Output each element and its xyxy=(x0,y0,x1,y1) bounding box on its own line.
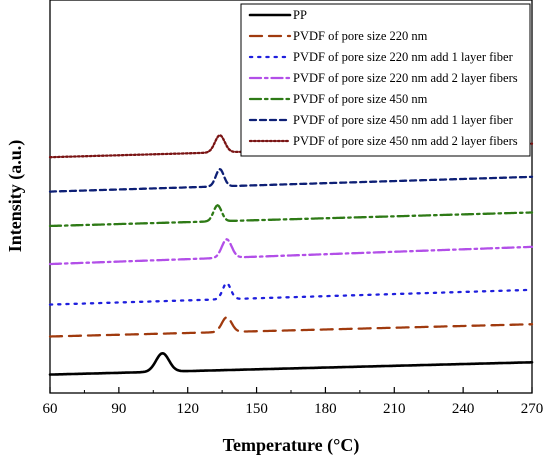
series-line-5 xyxy=(48,203,534,228)
x-tick-label-60: 60 xyxy=(43,401,58,417)
series-line-6 xyxy=(48,167,534,193)
x-tick-label-240: 240 xyxy=(452,401,475,417)
x-tick-label-120: 120 xyxy=(176,401,199,417)
x-tick-label-90: 90 xyxy=(111,401,126,417)
series-curves xyxy=(48,133,534,376)
x-axis-ticks xyxy=(49,387,533,393)
legend-label-7: PVDF of pore size 450 nm add 2 layer fib… xyxy=(293,134,518,148)
legend-label-6: PVDF of pore size 450 nm add 1 layer fib… xyxy=(293,113,514,127)
series-line-1 xyxy=(48,351,534,376)
series-line-3 xyxy=(48,281,534,306)
x-tick-label-180: 180 xyxy=(314,401,337,417)
y-axis-label: Intensity (a.u.) xyxy=(5,140,26,253)
series-line-2 xyxy=(48,316,534,338)
x-axis-label: Temperature (°C) xyxy=(223,435,360,456)
legend-items: PP PVDF of pore size 220 nm PVDF of pore s… xyxy=(248,8,518,148)
legend-label-1: PP xyxy=(293,8,307,22)
x-tick-label-270: 270 xyxy=(521,401,544,417)
legend-label-2: PVDF of pore size 220 nm xyxy=(293,29,428,43)
legend-label-5: PVDF of pore size 450 nm xyxy=(293,92,428,106)
x-axis-tick-labels: 60 90 120 150 180 210 240 270 xyxy=(43,401,544,417)
series-line-4 xyxy=(48,238,534,266)
x-tick-label-150: 150 xyxy=(245,401,268,417)
legend-box xyxy=(240,3,531,157)
legend-label-4: PVDF of pore size 220 nm add 2 layer fib… xyxy=(293,71,518,85)
legend: PP PVDF of pore size 220 nm PVDF of pore s… xyxy=(240,3,531,157)
legend-label-3: PVDF of pore size 220 nm add 1 layer fib… xyxy=(293,50,514,64)
x-tick-label-210: 210 xyxy=(383,401,406,417)
